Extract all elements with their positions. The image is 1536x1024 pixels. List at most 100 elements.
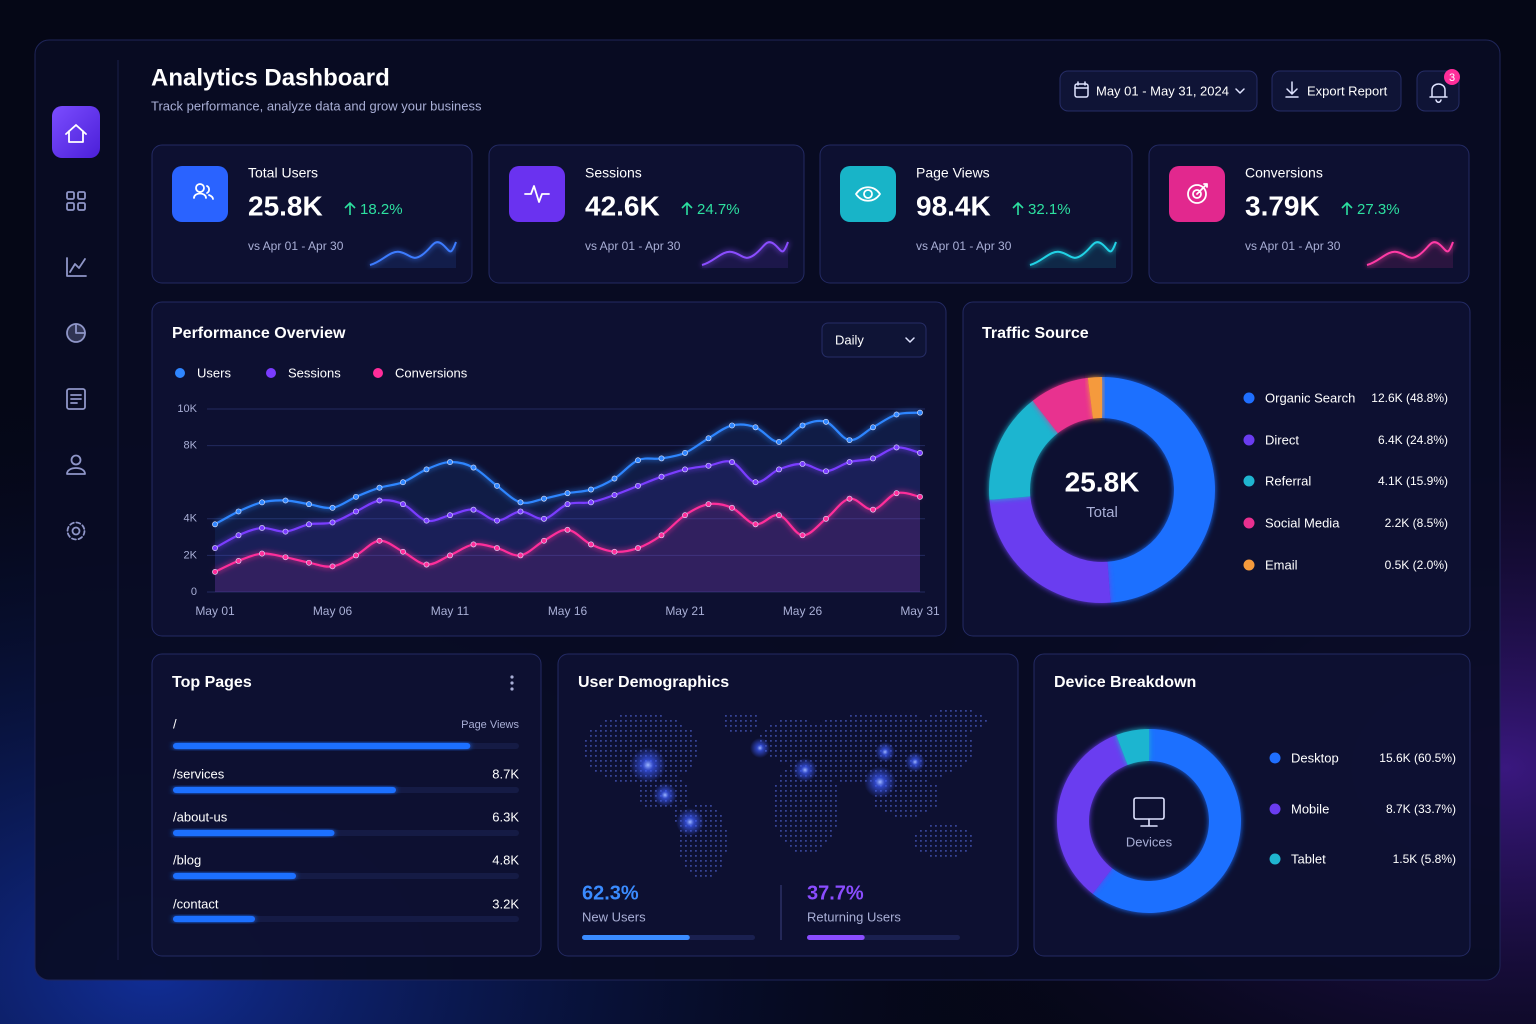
data-point [541,515,547,522]
legend-label: Mobile [1291,801,1329,816]
data-point [329,563,336,570]
legend-value: 15.6K (60.5%) [1379,751,1456,765]
nav-overview[interactable] [66,191,86,211]
map-hotspot [793,758,817,782]
kpi-compare: vs Apr 01 - Apr 30 [1245,239,1341,253]
donut-slice [1087,377,1102,419]
sparkline [701,241,789,266]
data-point [306,521,312,528]
bar [173,873,297,879]
legend-value: 1.5K (5.8%) [1393,852,1456,866]
download-icon [1285,81,1299,98]
donut-slice [989,496,1111,603]
legend-label: Users [197,365,231,380]
kpi-value: 25.8K [248,190,323,221]
data-point [329,519,336,526]
series-area [215,447,920,592]
notification-badge [1444,69,1460,85]
panel-title: Top Pages [172,674,252,691]
x-tick-label: May 06 [313,604,353,618]
kpi-label: Sessions [585,165,642,181]
data-point [729,459,735,465]
data-point [917,450,923,456]
nav-reports[interactable] [66,323,86,343]
kpi-icon [524,185,550,203]
data-point [235,508,242,515]
kpi-value: 42.6K [585,190,660,221]
legend-value: 12.6K (48.8%) [1371,391,1448,405]
period-select[interactable] [821,322,927,358]
donut-slice [1116,729,1149,765]
data-point [682,466,688,473]
donut-slice [989,400,1058,500]
data-point [376,484,383,491]
bell-icon [1429,83,1448,103]
data-point [306,501,312,508]
data-point [846,437,853,444]
data-point [658,532,665,539]
export-button[interactable] [1271,70,1402,112]
segment-bar [807,935,865,940]
page-views: 4.8K [492,852,519,867]
data-point [376,537,383,544]
data-point [588,486,594,493]
data-point [846,459,853,465]
data-point [823,418,829,425]
sparkline-fill [1367,242,1453,268]
home-icon [65,124,87,143]
data-point [259,499,265,506]
trend-arrow [1341,201,1353,215]
legend-swatch [1243,559,1255,571]
x-tick-label: May 26 [783,604,823,618]
chevron [1235,88,1245,94]
legend-swatch [1269,803,1281,815]
map-hotspot [630,747,666,783]
data-point [470,541,477,548]
data-point [447,459,453,465]
panel-title: Performance Overview [172,325,346,342]
data-point [282,528,289,535]
x-tick-label: May 01 [195,604,235,618]
data-point [611,548,618,555]
nav-users[interactable] [66,454,86,475]
data-point [470,506,477,513]
nav-analytics[interactable] [66,257,87,277]
data-point [400,479,406,486]
nav-home[interactable] [52,106,100,158]
date-picker[interactable] [1059,70,1258,112]
notification-count: 3 [1449,72,1455,84]
data-point [611,475,618,482]
bar-track [173,916,519,922]
legend-value: 8.7K (33.7%) [1386,802,1456,816]
legend-value: 4.1K (15.9%) [1378,474,1448,488]
data-point [353,552,359,559]
data-point [705,462,712,469]
monitor-icon [1133,797,1165,827]
data-point [259,550,265,557]
donut-slice [1032,377,1093,434]
kpi-label: Page Views [916,165,990,181]
sparkline-fill [1030,242,1116,268]
nav-settings[interactable] [66,521,86,541]
data-point [635,457,641,464]
data-point [776,439,782,445]
page-path: /contact [173,896,219,911]
legend-label: Sessions [288,365,341,380]
kpi-change: 24.7% [697,201,740,218]
y-tick-label: 10K [177,403,197,415]
legend-swatch [175,368,185,378]
kpi-value: 98.4K [916,190,991,221]
data-point [635,482,641,489]
more-menu[interactable] [510,675,514,691]
bar [173,830,335,836]
kpi-change: 18.2% [360,201,403,218]
page-subtitle: Track performance, analyze data and grow… [151,98,482,113]
nav-documents[interactable] [66,388,86,410]
legend-label: Referral [1265,473,1311,488]
map-hotspot [905,752,925,772]
data-point [870,506,876,513]
sparkline-fill [702,242,788,268]
y-tick-label: 0 [191,586,197,598]
data-point [893,490,900,497]
data-point [823,468,829,475]
